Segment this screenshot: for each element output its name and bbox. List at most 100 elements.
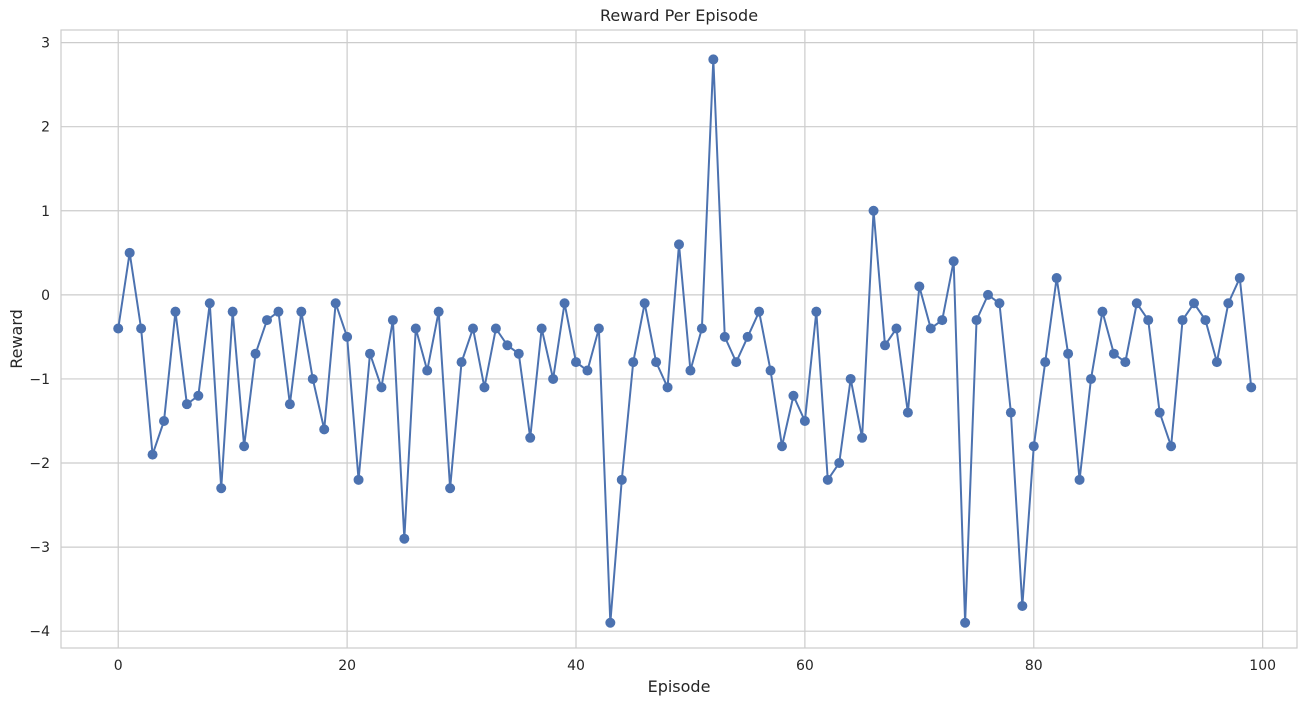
data-point-53 — [719, 331, 730, 342]
x-tick-label-80: 80 — [1025, 658, 1043, 674]
data-point-23 — [376, 382, 387, 393]
data-point-57 — [765, 365, 776, 376]
data-point-82 — [1051, 273, 1062, 284]
data-point-71 — [925, 323, 936, 334]
data-point-48 — [662, 382, 673, 393]
data-point-84 — [1074, 474, 1085, 485]
data-point-37 — [536, 323, 547, 334]
data-point-12 — [250, 348, 261, 359]
data-point-77 — [994, 298, 1005, 309]
data-point-52 — [708, 54, 719, 65]
data-point-80 — [1028, 441, 1039, 452]
data-point-75 — [971, 315, 982, 326]
data-point-63 — [834, 458, 845, 469]
data-point-1 — [124, 247, 135, 258]
series-line — [117, 59, 1253, 623]
data-point-10 — [227, 306, 238, 317]
x-tick-label-100: 100 — [1249, 658, 1276, 674]
y-tick-label-2: 2 — [41, 120, 50, 136]
data-point-15 — [284, 399, 295, 410]
data-point-31 — [468, 323, 478, 334]
data-point-11 — [239, 441, 250, 452]
data-point-76 — [983, 289, 993, 300]
y-tick-label--3: −3 — [29, 540, 50, 556]
data-point-7 — [193, 390, 204, 401]
data-point-60 — [799, 415, 810, 426]
data-point-99 — [1246, 382, 1257, 393]
data-point-9 — [216, 483, 227, 494]
data-point-3 — [147, 449, 158, 460]
vertical-grid-lines — [117, 30, 1264, 648]
data-point-29 — [445, 483, 456, 494]
data-point-30 — [456, 357, 467, 368]
data-point-28 — [433, 306, 444, 317]
x-tick-label-20: 20 — [338, 658, 356, 674]
data-point-89 — [1131, 298, 1142, 309]
data-point-86 — [1097, 306, 1108, 317]
data-point-2 — [136, 323, 147, 334]
data-point-69 — [902, 407, 913, 418]
data-point-40 — [571, 357, 581, 368]
data-point-59 — [788, 390, 799, 401]
data-point-91 — [1154, 407, 1165, 418]
y-tick-label-3: 3 — [41, 36, 50, 52]
data-point-85 — [1086, 373, 1096, 384]
data-point-95 — [1200, 315, 1211, 326]
data-point-34 — [502, 340, 513, 351]
data-point-67 — [880, 340, 890, 351]
data-point-55 — [742, 331, 753, 342]
data-point-26 — [410, 323, 421, 334]
y-tick-label-1: 1 — [41, 204, 50, 220]
data-point-45 — [628, 357, 639, 368]
x-tick-labels: 0 20 40 60 80 100 — [114, 658, 1276, 674]
data-point-50 — [685, 365, 696, 376]
data-point-62 — [822, 474, 833, 485]
data-point-70 — [914, 281, 925, 292]
data-point-8 — [204, 298, 215, 309]
x-axis-title: Episode — [648, 677, 711, 696]
data-point-20 — [342, 331, 353, 342]
plot-frame — [60, 29, 1298, 649]
horizontal-grid-lines — [61, 42, 1297, 632]
y-tick-labels: −4 −3 −2 −1 0 1 2 3 — [29, 36, 50, 641]
data-point-32 — [479, 382, 490, 393]
data-point-16 — [296, 306, 307, 317]
data-point-17 — [307, 373, 318, 384]
data-point-90 — [1143, 315, 1154, 326]
data-point-22 — [365, 348, 375, 359]
data-point-92 — [1166, 441, 1177, 452]
data-point-79 — [1017, 600, 1028, 611]
data-point-14 — [273, 306, 284, 317]
data-point-61 — [811, 306, 822, 317]
data-point-72 — [937, 315, 948, 326]
data-point-46 — [639, 298, 650, 309]
data-point-5 — [170, 306, 181, 317]
data-point-96 — [1211, 357, 1222, 368]
data-point-21 — [353, 474, 364, 485]
data-point-18 — [319, 424, 330, 435]
data-point-38 — [548, 373, 559, 384]
data-point-56 — [754, 306, 765, 317]
data-point-41 — [582, 365, 593, 376]
data-point-88 — [1120, 357, 1131, 368]
data-point-35 — [513, 348, 524, 359]
data-point-83 — [1063, 348, 1074, 359]
data-point-98 — [1234, 273, 1245, 284]
chart-title: Reward Per Episode — [600, 6, 758, 25]
data-point-24 — [387, 315, 398, 326]
data-point-49 — [674, 239, 684, 250]
data-point-47 — [651, 357, 662, 368]
data-point-93 — [1177, 315, 1188, 326]
data-point-73 — [948, 256, 959, 267]
y-tick-label--1: −1 — [29, 372, 50, 388]
data-point-0 — [113, 323, 124, 334]
data-point-58 — [777, 441, 787, 452]
data-point-64 — [845, 373, 856, 384]
data-point-19 — [330, 298, 341, 309]
data-point-13 — [262, 315, 272, 326]
data-point-4 — [159, 415, 169, 426]
data-points — [113, 54, 1257, 628]
data-point-25 — [399, 533, 410, 544]
data-point-87 — [1108, 348, 1119, 359]
